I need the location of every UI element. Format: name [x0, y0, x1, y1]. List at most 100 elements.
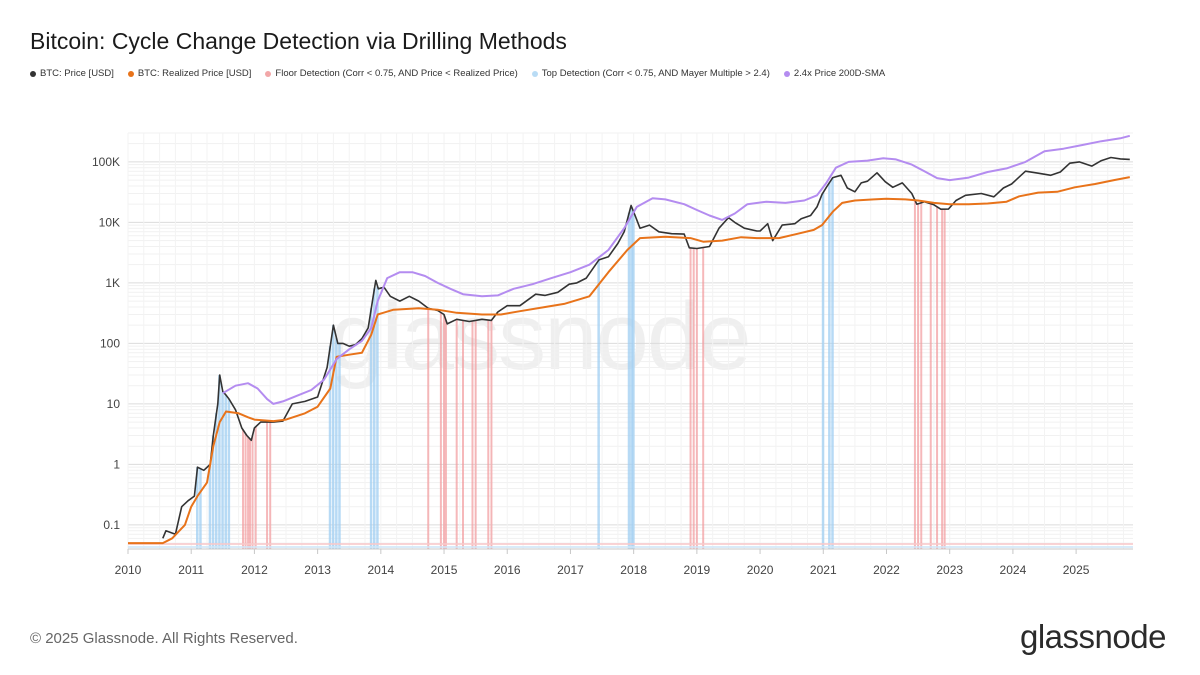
x-tick-label: 2025 — [1063, 563, 1090, 577]
floor-detection-band — [247, 436, 250, 549]
top-detection-band — [627, 212, 631, 549]
top-detection-band — [369, 308, 373, 549]
floor-detection-band — [689, 247, 692, 550]
top-detection-band — [331, 325, 335, 549]
y-tick-label: 100 — [100, 336, 120, 350]
floor-detection-band — [427, 308, 430, 549]
y-tick-label: 0.1 — [103, 518, 120, 532]
legend-item-sma[interactable]: 2.4x Price 200D-SMA — [783, 68, 886, 79]
top-detection-band — [338, 343, 341, 549]
top-detection-band — [373, 288, 376, 549]
floor-detection-band — [695, 248, 698, 549]
top-detection-band — [376, 286, 379, 549]
top-detection-band — [831, 177, 834, 549]
legend-dot-floor — [265, 70, 272, 77]
floor-detection-band — [941, 209, 944, 549]
floor-detection-band — [692, 248, 695, 549]
floor-detection-band — [943, 209, 946, 549]
legend-dot-top — [531, 70, 538, 77]
legend-label-price: BTC: Price [USD] — [40, 68, 114, 79]
y-tick-label: 10 — [107, 397, 121, 411]
x-tick-label: 2020 — [747, 563, 774, 577]
legend-label-realized: BTC: Realized Price [USD] — [137, 68, 252, 79]
legend-item-price[interactable]: BTC: Price [USD] — [30, 68, 114, 79]
floor-detection-band — [490, 320, 493, 549]
floor-baseline-strip — [128, 543, 1133, 545]
top-detection-band — [328, 346, 332, 549]
x-tick-label: 2016 — [494, 563, 521, 577]
floor-detection-band — [913, 200, 916, 549]
x-tick-label: 2018 — [620, 563, 647, 577]
floor-detection-band — [244, 433, 247, 549]
floor-detection-band — [242, 429, 245, 549]
legend-label-floor: Floor Detection (Corr < 0.75, AND Price … — [275, 68, 518, 79]
floor-detection-band — [248, 438, 251, 549]
floor-detection-band — [936, 206, 939, 549]
y-tick-label: 10K — [99, 215, 120, 229]
floor-detection-band — [266, 422, 269, 549]
top-detection-band — [196, 467, 199, 549]
floor-detection-band — [443, 314, 446, 549]
x-tick-label: 2010 — [115, 563, 142, 577]
y-tick-label: 100K — [92, 155, 120, 169]
floor-detection-band — [269, 422, 272, 549]
price-line — [162, 156, 1130, 539]
floor-detection-band — [251, 435, 254, 549]
legend-dot-realized — [127, 70, 134, 77]
top-detection-band — [208, 464, 212, 549]
floor-detection-band — [702, 247, 705, 549]
x-tick-label: 2021 — [810, 563, 837, 577]
floor-detection-band — [917, 203, 920, 549]
y-tick-label: 1 — [113, 457, 120, 471]
top-detection-band — [218, 375, 221, 549]
top-detection-band — [211, 435, 215, 549]
x-tick-label: 2015 — [431, 563, 458, 577]
top-detection-band — [632, 211, 635, 549]
x-tick-label: 2014 — [367, 563, 394, 577]
realized-price-line — [128, 176, 1130, 545]
legend-dot-price — [30, 70, 36, 77]
floor-detection-band — [920, 202, 923, 549]
x-tick-label: 2019 — [684, 563, 711, 577]
x-tick-label: 2013 — [304, 563, 331, 577]
floor-detection-band — [254, 426, 257, 549]
floor-detection-band — [462, 320, 464, 549]
top-detection-band — [821, 192, 825, 549]
legend-item-top[interactable]: Top Detection (Corr < 0.75, AND Mayer Mu… — [531, 68, 770, 79]
legend-item-realized[interactable]: BTC: Realized Price [USD] — [127, 68, 252, 79]
sma-200d-line — [222, 134, 1131, 405]
chart-legend: BTC: Price [USD] BTC: Realized Price [US… — [30, 68, 899, 79]
floor-detection-band — [455, 319, 458, 549]
x-tick-label: 2024 — [1000, 563, 1027, 577]
top-detection-band — [227, 399, 231, 549]
x-tick-label: 2012 — [241, 563, 268, 577]
floor-detection-band — [439, 312, 442, 549]
legend-dot-sma — [783, 70, 790, 77]
top-detection-band — [597, 259, 600, 549]
legend-label-top: Top Detection (Corr < 0.75, AND Mayer Mu… — [541, 68, 770, 79]
top-detection-band — [214, 412, 218, 549]
x-tick-label: 2011 — [178, 563, 204, 577]
floor-detection-band — [444, 320, 447, 549]
top-detection-band — [828, 182, 831, 549]
floor-detection-band — [929, 203, 932, 549]
x-tick-label: 2017 — [557, 563, 584, 577]
glassnode-logo: glassnode — [1020, 618, 1166, 655]
floor-detection-band — [487, 320, 490, 549]
top-detection-band — [221, 391, 224, 549]
top-detection-band — [630, 207, 633, 550]
top-detection-band — [224, 395, 227, 549]
chart-title: Bitcoin: Cycle Change Detection via Dril… — [30, 28, 567, 54]
legend-item-floor[interactable]: Floor Detection (Corr < 0.75, AND Price … — [265, 68, 518, 79]
legend-label-sma: 2.4x Price 200D-SMA — [793, 68, 886, 79]
top-detection-band — [335, 338, 338, 549]
top-baseline-strip — [128, 546, 1133, 548]
copyright-footer: © 2025 Glassnode. All Rights Reserved. — [30, 630, 298, 647]
x-tick-label: 2022 — [873, 563, 900, 577]
floor-detection-band — [474, 320, 477, 549]
floor-detection-band — [471, 320, 474, 549]
y-tick-label: 1K — [105, 276, 120, 290]
x-tick-label: 2023 — [936, 563, 963, 577]
top-detection-band — [199, 468, 202, 549]
